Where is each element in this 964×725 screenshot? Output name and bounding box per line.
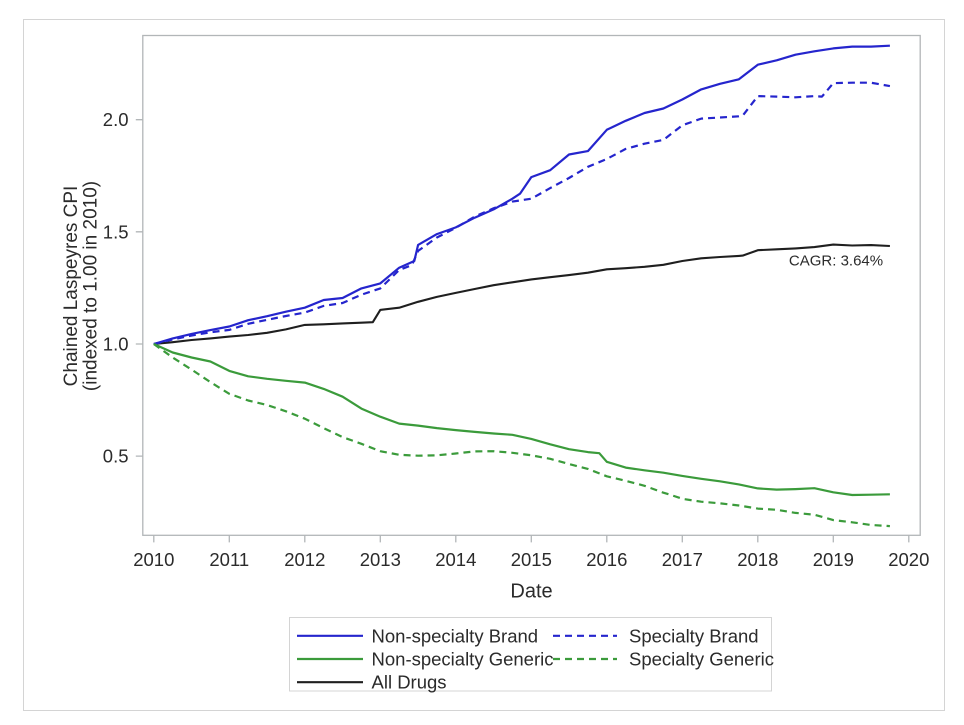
svg-text:2013: 2013 xyxy=(360,549,401,570)
svg-text:All Drugs: All Drugs xyxy=(372,672,447,693)
svg-text:2.0: 2.0 xyxy=(103,109,129,130)
svg-text:Date: Date xyxy=(510,581,552,603)
svg-text:CAGR: 3.64%: CAGR: 3.64% xyxy=(789,253,883,270)
svg-text:1.5: 1.5 xyxy=(103,221,129,242)
svg-text:2016: 2016 xyxy=(586,549,627,570)
svg-text:2012: 2012 xyxy=(284,549,325,570)
svg-text:0.5: 0.5 xyxy=(103,446,129,467)
svg-text:Non-specialty Brand: Non-specialty Brand xyxy=(372,625,539,646)
svg-text:Specialty Brand: Specialty Brand xyxy=(629,625,759,646)
svg-text:2010: 2010 xyxy=(133,549,174,570)
svg-text:2018: 2018 xyxy=(737,549,778,570)
svg-text:2017: 2017 xyxy=(662,549,703,570)
svg-text:1.0: 1.0 xyxy=(103,333,129,354)
svg-text:Non-specialty Generic: Non-specialty Generic xyxy=(372,648,554,669)
svg-text:Specialty Generic: Specialty Generic xyxy=(629,648,774,669)
svg-text:2011: 2011 xyxy=(209,549,249,570)
svg-text:Chained Laspeyres CPI(indexed: Chained Laspeyres CPI(indexed to 1.00 in… xyxy=(61,181,102,391)
svg-text:2015: 2015 xyxy=(511,549,552,570)
svg-text:2020: 2020 xyxy=(888,549,929,570)
svg-text:2019: 2019 xyxy=(813,549,854,570)
svg-text:2014: 2014 xyxy=(435,549,476,570)
